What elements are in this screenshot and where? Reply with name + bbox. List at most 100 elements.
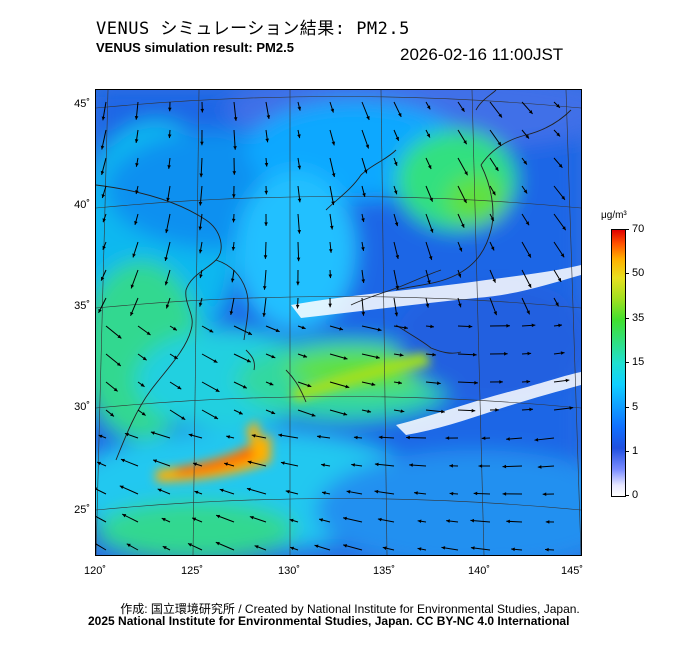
wind-arrow-head bbox=[296, 281, 300, 286]
wind-arrow-head bbox=[110, 412, 114, 417]
wind-arrow-head bbox=[117, 334, 122, 339]
wind-arrow-head bbox=[165, 229, 169, 234]
wind-arrow-head bbox=[461, 223, 465, 228]
wind-arrow-head bbox=[232, 171, 237, 175]
wind-arrow-head bbox=[343, 516, 347, 521]
wind-arrow-head bbox=[230, 278, 235, 283]
wind-arrow-head bbox=[215, 388, 220, 392]
wind-arrow-head bbox=[141, 411, 146, 416]
wind-arrow-head bbox=[321, 491, 326, 495]
graticule bbox=[96, 90, 581, 555]
wind-arrow-head bbox=[495, 408, 499, 412]
wind-arrow-head bbox=[167, 107, 172, 112]
wind-arrow-head bbox=[445, 436, 450, 440]
wind-arrow-head bbox=[130, 284, 135, 289]
wind-arrow-head bbox=[498, 113, 502, 118]
wind-arrow-head bbox=[556, 103, 560, 108]
lat-label-45: 45˚ bbox=[74, 98, 90, 110]
wind-arrow-head bbox=[542, 492, 547, 497]
wind-arrow-head bbox=[192, 517, 197, 521]
wind-arrow-head bbox=[473, 491, 478, 496]
wind-arrow-head bbox=[504, 352, 508, 356]
wind-arrow-head bbox=[562, 226, 566, 231]
wind-arrow-head bbox=[366, 115, 370, 120]
wind-arrow-head bbox=[254, 545, 259, 549]
wind-arrow-head bbox=[162, 546, 167, 550]
wind-arrow-head bbox=[100, 170, 105, 175]
wind-arrow-head bbox=[457, 273, 462, 278]
wind-arrow-head bbox=[120, 458, 125, 463]
wind-arrow bbox=[96, 543, 107, 551]
lon-label-135: 135˚ bbox=[372, 565, 396, 577]
wind-arrow-head bbox=[361, 279, 366, 283]
wind-arrow-head bbox=[98, 308, 102, 313]
wind-arrow-head bbox=[134, 220, 138, 225]
wind-arrow-head bbox=[463, 140, 467, 145]
concentration-field bbox=[96, 90, 581, 555]
wind-arrow-head bbox=[188, 433, 193, 438]
colorbar-label-70: 70 bbox=[632, 223, 645, 235]
wind-arrow-head bbox=[181, 416, 186, 420]
wind-arrow-head bbox=[394, 161, 398, 166]
wind-arrow-head bbox=[375, 355, 380, 359]
wind-arrow-head bbox=[490, 246, 495, 251]
wind-arrow-head bbox=[319, 518, 324, 522]
wind-arrow-head bbox=[307, 383, 312, 388]
wind-arrow-head bbox=[198, 302, 203, 307]
wind-arrow-head bbox=[404, 325, 408, 330]
wind-arrow-head bbox=[150, 431, 155, 435]
wind-arrow-head bbox=[365, 144, 370, 149]
wind-arrow-head bbox=[297, 165, 302, 170]
wind-arrow-head bbox=[330, 108, 335, 113]
colorbar-tick bbox=[625, 495, 629, 496]
wind-arrow-head bbox=[353, 435, 358, 440]
wind-arrow-head bbox=[461, 107, 465, 112]
wind-arrow-head bbox=[472, 352, 477, 357]
wind-arrow-head bbox=[339, 326, 344, 331]
lat-label-25: 25˚ bbox=[74, 504, 90, 516]
wind-arrow-head bbox=[523, 160, 527, 165]
wind-arrow-head bbox=[449, 464, 453, 468]
wind-arrow-head bbox=[275, 328, 280, 332]
wind-arrow-head bbox=[343, 412, 348, 416]
wind-arrow-head bbox=[511, 547, 515, 552]
cloud-band bbox=[291, 265, 581, 435]
wind-arrow-head bbox=[98, 434, 103, 439]
wind-arrow-head bbox=[216, 514, 221, 519]
wind-arrow-head bbox=[497, 141, 502, 146]
lon-label-130: 130˚ bbox=[277, 565, 301, 577]
wind-arrow-head bbox=[246, 358, 251, 363]
wind-arrow bbox=[96, 488, 107, 495]
wind-arrow-head bbox=[199, 173, 204, 178]
wind-arrow-head bbox=[458, 303, 462, 308]
wind-arrow-head bbox=[328, 274, 333, 279]
wind-arrow bbox=[96, 515, 107, 523]
wind-arrow-head bbox=[297, 198, 302, 203]
wind-arrow-head bbox=[161, 518, 166, 522]
wind-arrow-head bbox=[278, 433, 283, 438]
wind-arrow-head bbox=[224, 462, 229, 466]
wind-arrow-head bbox=[209, 328, 214, 333]
wind-arrow-head bbox=[331, 141, 336, 146]
wind-arrow-head bbox=[414, 491, 418, 495]
wind-arrow-head bbox=[295, 304, 300, 309]
wind-arrow-head bbox=[303, 354, 308, 358]
wind-arrow-head bbox=[492, 191, 496, 196]
colorbar-label-35: 35 bbox=[632, 312, 645, 324]
wind-arrow-head bbox=[398, 112, 402, 117]
wind-arrow-head bbox=[555, 302, 559, 307]
wind-arrow-head bbox=[470, 546, 475, 550]
wind-arrow-head bbox=[262, 286, 267, 290]
wind-arrow-head bbox=[321, 463, 325, 467]
wind-arrow-head bbox=[301, 325, 306, 330]
wind-arrow-head bbox=[470, 518, 475, 523]
wind-arrow-head bbox=[132, 253, 136, 258]
wind-arrow-head bbox=[328, 303, 332, 308]
wind-arrow-head bbox=[233, 146, 237, 150]
wind-arrow-head bbox=[499, 380, 503, 384]
wind-arrow-head bbox=[317, 434, 321, 439]
wind-arrow-head bbox=[471, 408, 476, 413]
lat-label-40: 40˚ bbox=[74, 199, 90, 211]
wind-arrow-head bbox=[345, 384, 350, 389]
wind-arrow-head bbox=[417, 547, 422, 551]
